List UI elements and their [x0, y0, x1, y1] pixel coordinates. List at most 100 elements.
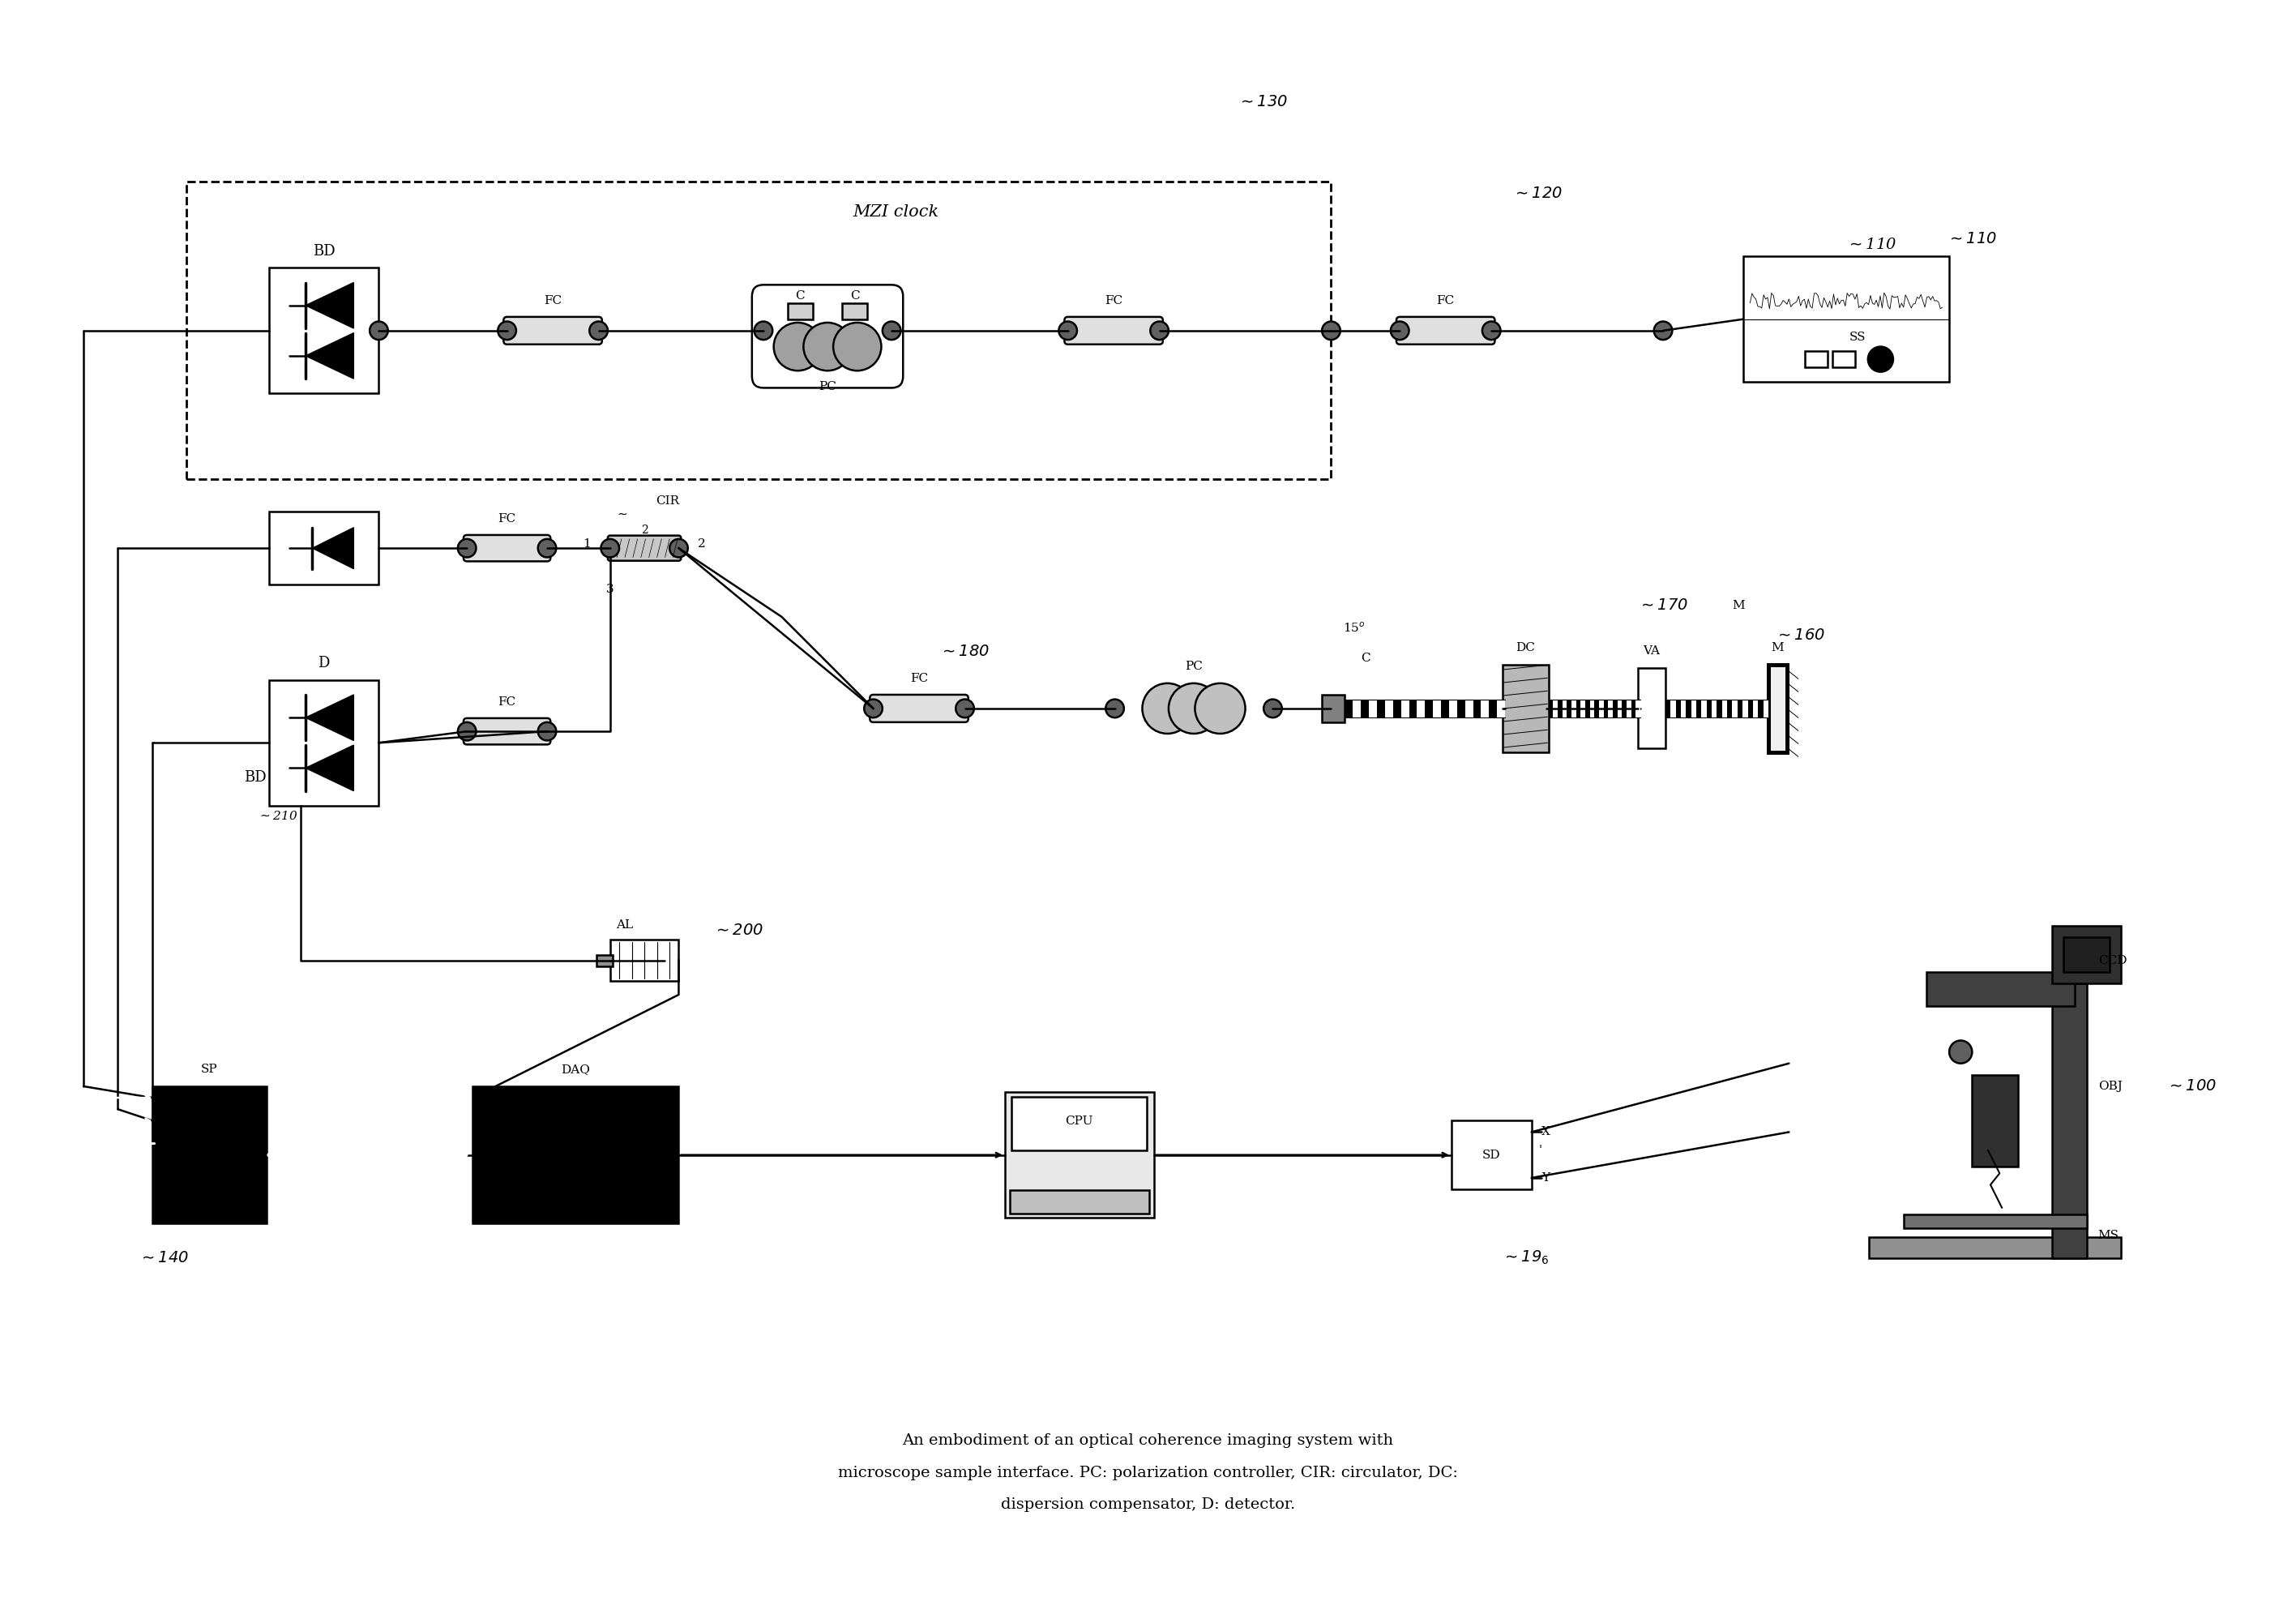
Bar	[1972, 1074, 2018, 1167]
Bar	[1637, 669, 1665, 748]
Text: MZI clock: MZI clock	[854, 204, 939, 221]
Bar	[1006, 1092, 1153, 1217]
Circle shape	[501, 323, 517, 338]
Circle shape	[498, 321, 517, 339]
Text: SP: SP	[202, 1063, 218, 1074]
Text: CIR: CIR	[657, 495, 680, 506]
Text: dispersion compensator, D: detector.: dispersion compensator, D: detector.	[1001, 1498, 1295, 1513]
Text: FC: FC	[1104, 295, 1123, 307]
Bar	[843, 304, 868, 320]
Text: $\sim$140: $\sim$140	[138, 1250, 188, 1266]
Bar	[1903, 1214, 2087, 1229]
Text: $\sim$100: $\sim$100	[2167, 1079, 2218, 1094]
Circle shape	[868, 701, 882, 716]
Text: 2: 2	[641, 524, 647, 536]
Polygon shape	[305, 333, 354, 378]
Bar	[269, 511, 379, 584]
Text: FC: FC	[1437, 295, 1456, 307]
Text: BD: BD	[243, 769, 266, 784]
Text: 15$^o$: 15$^o$	[1343, 622, 1366, 635]
Bar	[1926, 972, 2076, 1006]
Text: MS: MS	[2099, 1230, 2119, 1242]
Text: DAQ: DAQ	[560, 1063, 590, 1074]
Circle shape	[1107, 700, 1125, 717]
Bar	[1832, 351, 1855, 367]
Circle shape	[955, 700, 974, 717]
FancyBboxPatch shape	[1065, 316, 1162, 344]
Text: M: M	[1770, 643, 1784, 654]
Bar	[1805, 351, 1828, 367]
Bar	[1010, 1191, 1148, 1214]
Text: DC: DC	[1515, 643, 1536, 654]
Circle shape	[1391, 321, 1410, 339]
Text: ': '	[1538, 1144, 1541, 1156]
Bar	[269, 680, 379, 805]
FancyBboxPatch shape	[870, 695, 969, 722]
Bar	[1869, 1237, 2122, 1258]
Bar	[1504, 665, 1548, 751]
Circle shape	[537, 539, 556, 557]
FancyBboxPatch shape	[1396, 316, 1495, 344]
Circle shape	[1194, 683, 1244, 734]
Circle shape	[755, 321, 771, 339]
Text: SD: SD	[1483, 1149, 1502, 1160]
Text: $\sim$170: $\sim$170	[1637, 597, 1688, 613]
Circle shape	[602, 539, 620, 557]
Text: CPU: CPU	[1065, 1115, 1093, 1126]
Text: $\sim$130: $\sim$130	[1238, 94, 1288, 109]
Circle shape	[1653, 321, 1671, 339]
Circle shape	[1483, 321, 1502, 339]
Circle shape	[1169, 683, 1219, 734]
Circle shape	[540, 540, 553, 555]
Bar	[1322, 695, 1345, 722]
Text: X: X	[1541, 1126, 1550, 1138]
Bar	[788, 304, 813, 320]
Text: $\sim$180: $\sim$180	[939, 643, 990, 659]
Text: FC: FC	[498, 513, 517, 524]
Circle shape	[957, 701, 971, 716]
Text: microscope sample interface. PC: polarization controller, CIR: circulator, DC:: microscope sample interface. PC: polariz…	[838, 1466, 1458, 1480]
Circle shape	[1322, 321, 1341, 339]
Circle shape	[537, 722, 556, 740]
Text: PC: PC	[820, 381, 836, 393]
Bar	[1743, 256, 1949, 381]
Circle shape	[1150, 323, 1166, 338]
Bar	[2064, 938, 2110, 972]
Polygon shape	[305, 745, 354, 790]
Text: CCD: CCD	[2099, 954, 2126, 966]
Text: VA: VA	[1644, 646, 1660, 657]
Text: $\sim$: $\sim$	[615, 508, 629, 519]
Text: C: C	[1362, 652, 1371, 664]
Circle shape	[804, 323, 852, 370]
FancyBboxPatch shape	[503, 316, 602, 344]
Circle shape	[673, 540, 687, 555]
Text: $\sim$160: $\sim$160	[1775, 628, 1825, 643]
Circle shape	[1058, 321, 1077, 339]
Circle shape	[1263, 700, 1281, 717]
Bar	[2053, 927, 2122, 984]
Bar	[611, 940, 680, 980]
Text: Y: Y	[1541, 1172, 1550, 1183]
Bar	[152, 1086, 266, 1224]
Bar	[473, 1086, 680, 1224]
Text: AL: AL	[615, 919, 634, 930]
Bar	[597, 954, 613, 966]
FancyBboxPatch shape	[608, 536, 682, 562]
Polygon shape	[305, 695, 354, 740]
Text: 1: 1	[583, 537, 590, 549]
Circle shape	[1869, 347, 1894, 372]
Circle shape	[461, 540, 475, 555]
Circle shape	[774, 323, 822, 370]
Text: FC: FC	[544, 295, 563, 307]
Bar	[186, 182, 1332, 479]
Text: C: C	[794, 291, 804, 302]
Circle shape	[461, 724, 475, 738]
Text: $\sim$200: $\sim$200	[714, 923, 765, 938]
Text: 3: 3	[606, 584, 613, 596]
FancyBboxPatch shape	[464, 719, 551, 745]
Bar	[2053, 984, 2087, 1258]
Bar	[1451, 1120, 1531, 1190]
Text: PC: PC	[1185, 661, 1203, 672]
Circle shape	[1061, 323, 1077, 338]
Circle shape	[590, 321, 608, 339]
